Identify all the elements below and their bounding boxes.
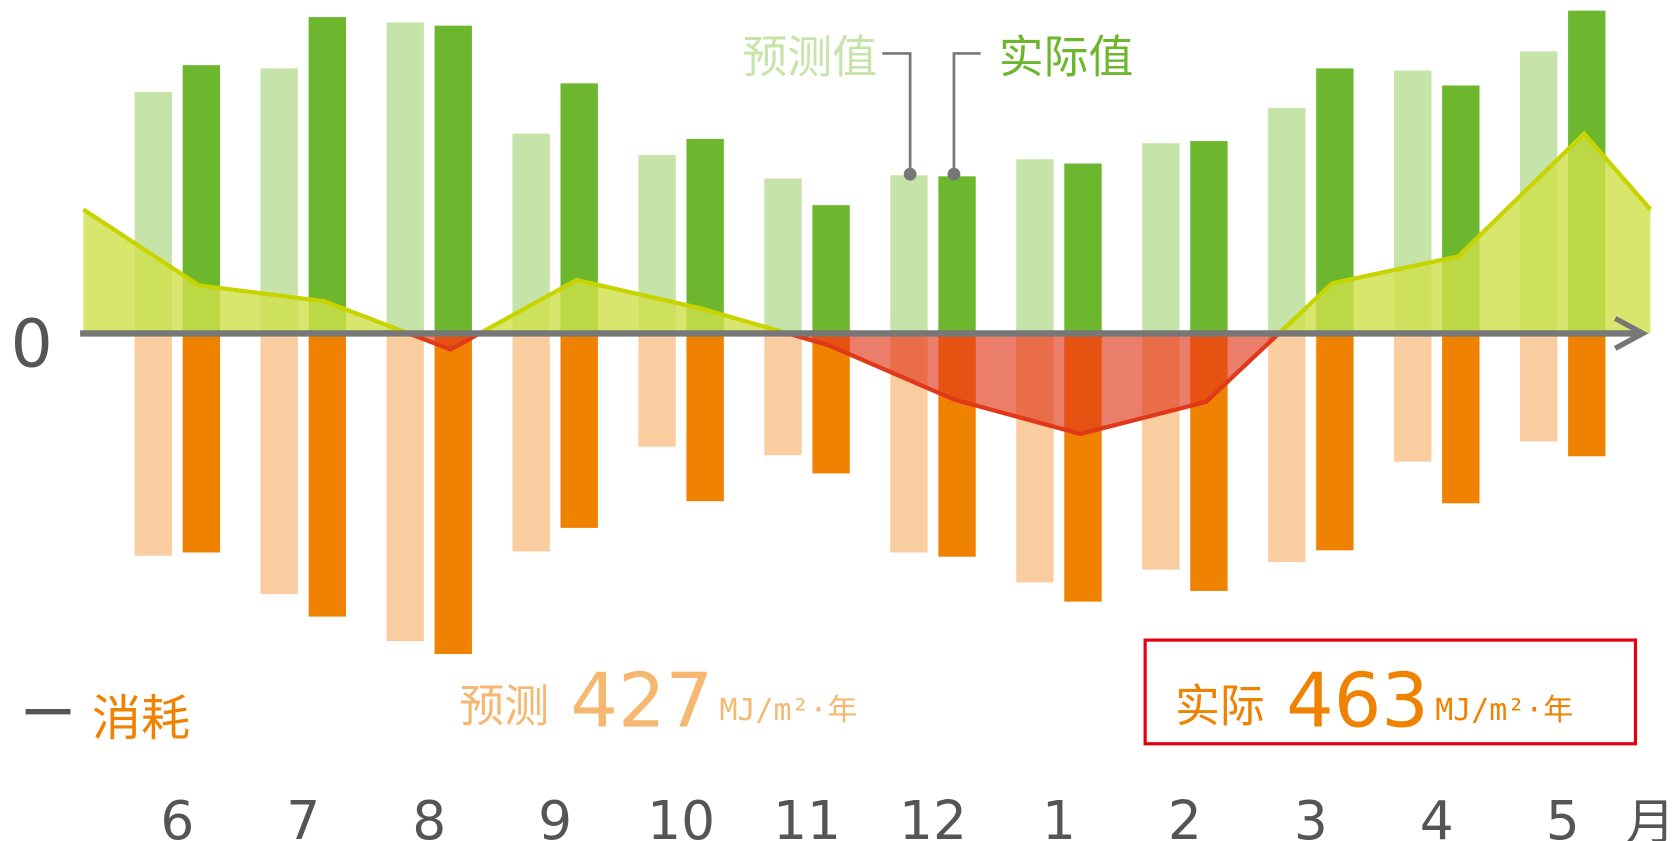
bar (1268, 107, 1306, 334)
bar (638, 333, 676, 447)
bar (1519, 333, 1558, 442)
bar (1190, 141, 1228, 334)
axis-arrow (1613, 316, 1649, 351)
bar (308, 333, 347, 617)
bar (260, 333, 298, 595)
bar (764, 178, 802, 334)
net-line-negative (402, 333, 1282, 437)
legend-predicted: 预测值 (742, 31, 877, 84)
legend-dot (903, 167, 917, 181)
bar (386, 333, 424, 642)
x-tick-label: 7 (286, 789, 320, 841)
bar (1142, 143, 1180, 334)
summary-value: 463 (1286, 658, 1429, 745)
highlight-box (1143, 638, 1638, 746)
summary-unit: MJ/m²·年 (1435, 693, 1573, 728)
x-tick-label: 9 (538, 789, 572, 841)
x-tick-label: 8 (412, 789, 446, 841)
bar (812, 333, 850, 474)
x-tick-label: 5 (1546, 789, 1580, 841)
bar (1016, 159, 1054, 334)
summary-value: 427 (570, 658, 713, 745)
x-tick-label: 1 (1042, 789, 1076, 841)
net-area-negative (83, 333, 1651, 434)
summary: 预测 427 MJ/m²·年 实际 463 MJ/m²·年 (459, 638, 1638, 746)
x-tick-label: 6 (160, 789, 194, 841)
bar (134, 333, 172, 556)
legend-dot (947, 167, 961, 181)
bar (1268, 333, 1306, 563)
bar (434, 333, 472, 654)
legend-leader (952, 52, 981, 175)
x-unit: 月 (1626, 793, 1675, 841)
bar (434, 25, 472, 334)
bar (686, 138, 724, 334)
summary-unit: MJ/m²·年 (720, 693, 858, 728)
x-tick-label: 2 (1168, 789, 1202, 841)
x-tick-label: 12 (899, 789, 967, 841)
bar (1064, 163, 1102, 334)
bar (938, 176, 976, 334)
zero-label: 0 (11, 306, 53, 383)
x-tick-label: 4 (1420, 789, 1454, 841)
x-tick-label: 10 (647, 789, 715, 841)
summary-label: 实际 (1175, 679, 1265, 732)
x-labels: 6 7 8 9 10 11 12 1 2 3 4 5 (160, 789, 1579, 841)
bar (1316, 333, 1354, 551)
bar (512, 333, 550, 552)
bar (686, 333, 724, 502)
bar (182, 333, 221, 553)
bar (1568, 333, 1606, 457)
x-tick-label: 3 (1294, 789, 1328, 841)
bar (812, 205, 850, 334)
net-line (82, 130, 1653, 334)
bar (386, 22, 424, 334)
consumption-label: 消耗 (92, 689, 190, 747)
bar (1394, 333, 1432, 462)
bar (308, 17, 347, 334)
net-area-positive (83, 133, 1651, 334)
net-line-group (82, 130, 1653, 437)
bar (764, 333, 802, 456)
legend-actual: 实际值 (999, 31, 1134, 84)
bar (1442, 333, 1480, 504)
legend-leader (882, 52, 912, 175)
x-tick-label: 11 (773, 789, 841, 841)
bar (560, 333, 598, 528)
bar (890, 175, 928, 334)
bar (260, 68, 298, 334)
summary-label: 预测 (459, 679, 549, 732)
